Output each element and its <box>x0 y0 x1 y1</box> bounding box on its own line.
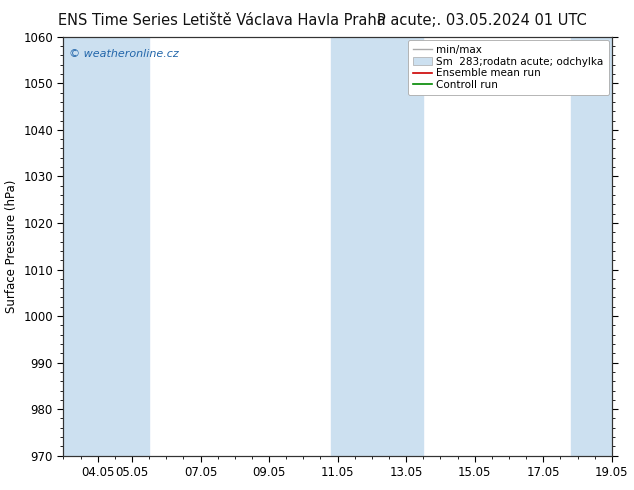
Bar <box>331 37 424 456</box>
Text: P acute;. 03.05.2024 01 UTC: P acute;. 03.05.2024 01 UTC <box>377 13 586 28</box>
Bar <box>63 37 149 456</box>
Legend: min/max, Sm  283;rodatn acute; odchylka, Ensemble mean run, Controll run: min/max, Sm 283;rodatn acute; odchylka, … <box>408 40 609 95</box>
Text: © weatheronline.cz: © weatheronline.cz <box>69 49 179 59</box>
Y-axis label: Surface Pressure (hPa): Surface Pressure (hPa) <box>4 179 18 313</box>
Bar <box>571 37 612 456</box>
Text: ENS Time Series Letiště Václava Havla Praha: ENS Time Series Letiště Václava Havla Pr… <box>58 13 385 28</box>
